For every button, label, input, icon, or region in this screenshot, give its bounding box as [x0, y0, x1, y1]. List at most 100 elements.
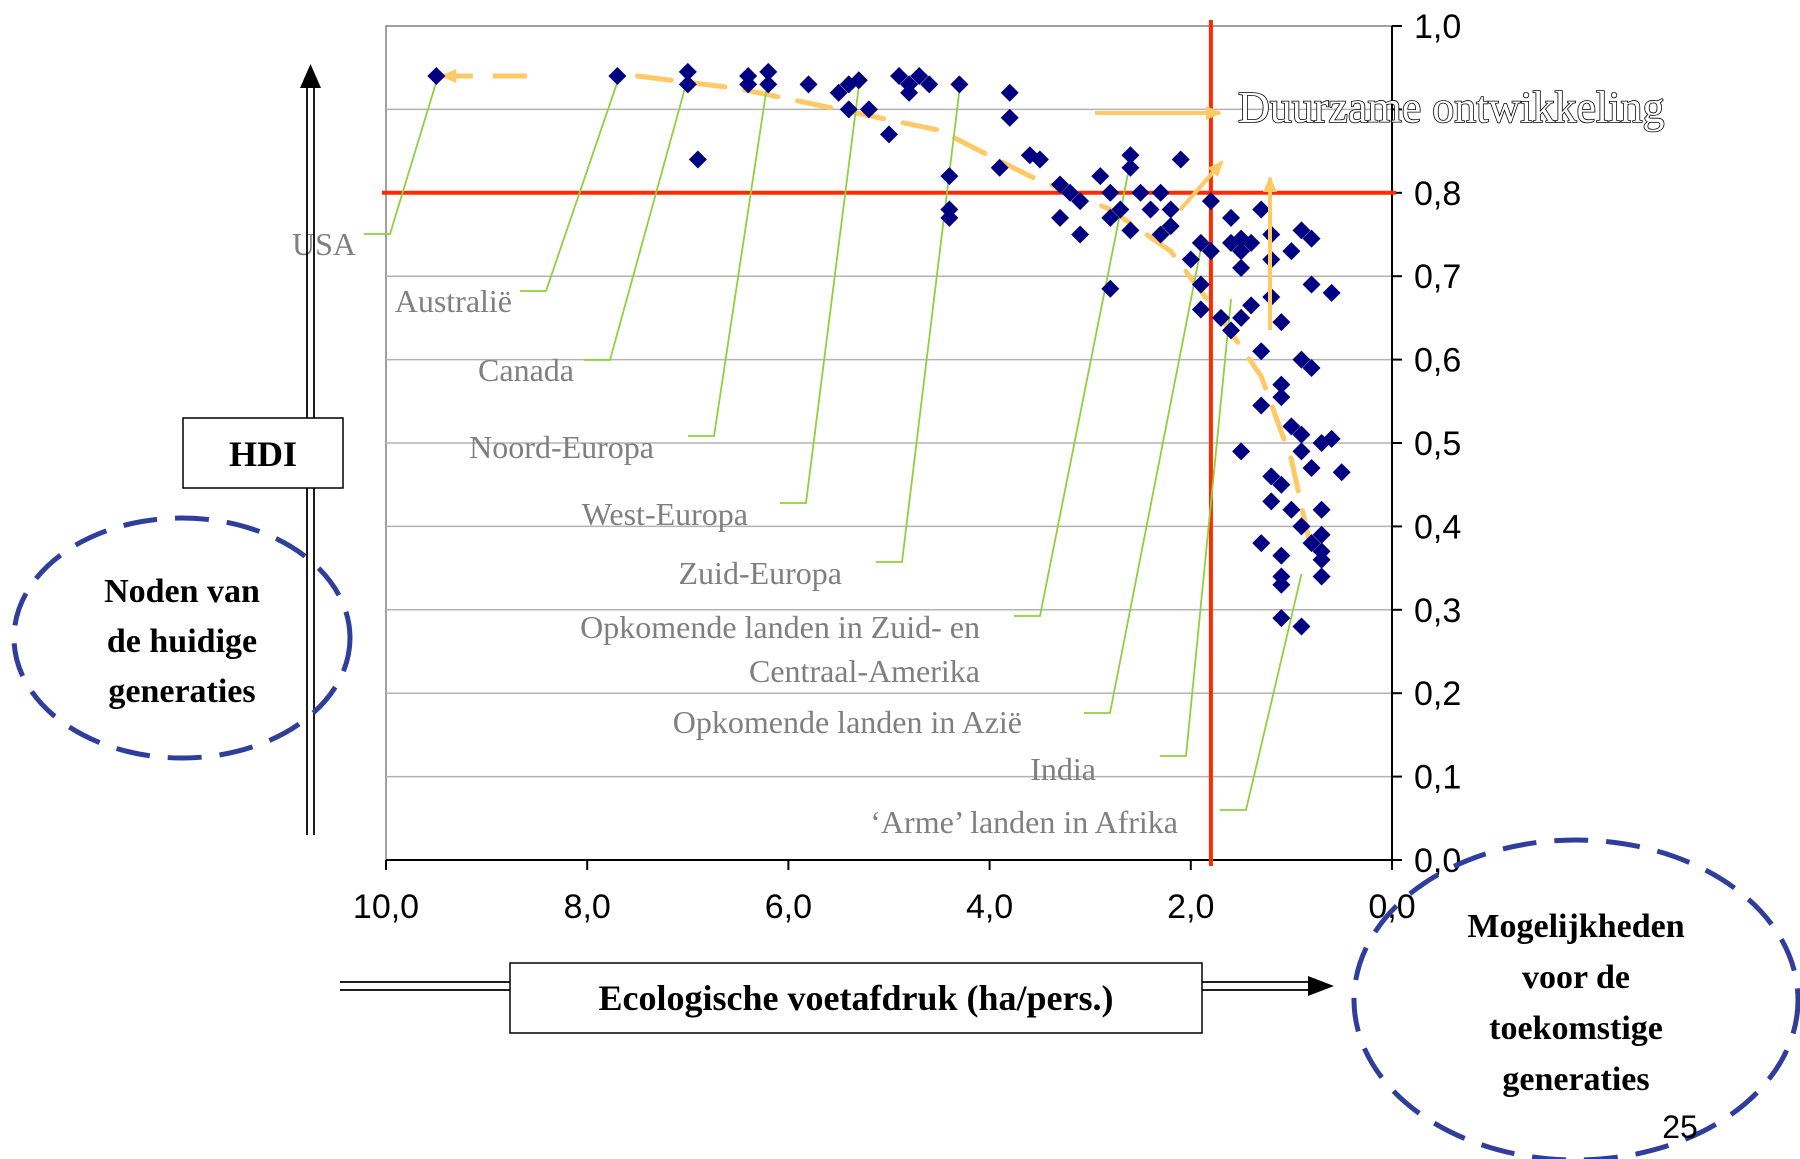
y-tick-label: 0,8: [1414, 175, 1461, 213]
x-axis-ticks: 10,0 8,0 6,0 4,0 2,0 0,0: [353, 860, 1416, 926]
data-point: [1051, 175, 1070, 194]
x-tick-label: 6,0: [765, 888, 812, 926]
data-point: [1091, 167, 1110, 186]
y-tick-label: 0,1: [1414, 759, 1461, 797]
data-point: [1121, 146, 1140, 165]
data-point: [1131, 183, 1150, 202]
leader-line: [1084, 248, 1202, 714]
region-label: Zuid-Europa: [679, 555, 843, 591]
data-point: [1151, 183, 1170, 202]
future-line-4: generaties: [1502, 1061, 1649, 1098]
data-point: [839, 100, 858, 119]
data-point: [1262, 467, 1281, 486]
footprint-label: Ecologische voetafdruk (ha/pers.): [599, 978, 1114, 1018]
data-point: [1101, 183, 1120, 202]
region-label: Canada: [478, 352, 574, 388]
data-point: [1000, 83, 1019, 102]
data-point: [759, 75, 778, 94]
data-point: [1272, 313, 1291, 332]
data-point: [1121, 158, 1140, 177]
data-point: [1282, 417, 1301, 436]
data-point: [940, 167, 959, 186]
sustainable-arrow-up-left: [1178, 160, 1224, 212]
leader-line: [584, 77, 689, 361]
future-line-3: toekomstige: [1489, 1010, 1663, 1047]
data-point: [678, 75, 697, 94]
leader-line: [876, 90, 961, 563]
data-point: [1151, 225, 1170, 244]
region-label: Centraal-Amerika: [749, 653, 980, 689]
data-point: [1272, 575, 1291, 594]
data-point: [829, 83, 848, 102]
data-point: [739, 75, 758, 94]
footprint-arrowhead: [1308, 976, 1334, 996]
data-point: [1242, 233, 1261, 252]
data-point: [900, 83, 919, 102]
data-point: [1272, 546, 1291, 565]
data-point: [1181, 250, 1200, 269]
region-label: Opkomende landen in Zuid- en: [580, 609, 980, 645]
future-line-2: voor de: [1522, 959, 1630, 996]
data-point: [799, 75, 818, 94]
region-label: Noord-Europa: [469, 429, 654, 465]
x-tick-label: 4,0: [966, 888, 1013, 926]
data-point: [1071, 192, 1090, 211]
leader-line: [780, 86, 860, 504]
data-point: [1272, 375, 1291, 394]
region-label: Opkomende landen in Azië: [673, 704, 1022, 740]
data-point: [1302, 358, 1321, 377]
y-tick-label: 0,4: [1414, 508, 1461, 546]
y-tick-label: 0,7: [1414, 258, 1461, 296]
region-label: USA: [292, 226, 356, 262]
y-tick-label: 0,2: [1414, 675, 1461, 713]
data-point: [1101, 208, 1120, 227]
needs-line-2: de huidige: [107, 623, 257, 660]
future-ellipse: [1351, 837, 1800, 1159]
needs-line-3: generaties: [108, 673, 255, 710]
data-point: [1232, 242, 1251, 261]
hdi-label: HDI: [229, 434, 297, 474]
data-point: [1312, 567, 1331, 586]
scatter-points: [427, 62, 1351, 636]
data-point: [1312, 542, 1331, 561]
y-tick-label: 0,0: [1414, 842, 1461, 880]
data-point: [1121, 221, 1140, 240]
data-point: [1272, 388, 1291, 407]
data-point: [880, 125, 898, 144]
data-point: [1282, 242, 1301, 261]
data-point: [608, 67, 627, 86]
data-point: [1071, 225, 1090, 244]
data-point: [1030, 150, 1049, 169]
data-point: [1191, 275, 1210, 294]
x-tick-label: 2,0: [1167, 888, 1214, 926]
data-point: [1252, 534, 1271, 553]
data-point: [1312, 500, 1331, 519]
y-axis-ticks: 0,0 0,1 0,2 0,3 0,4 0,5 0,6 0,7 0,8 1,0: [1392, 8, 1461, 880]
hdi-axis-arrowhead: [300, 64, 321, 88]
region-label: Australië: [395, 283, 512, 319]
data-point: [1222, 208, 1241, 227]
page-number: 25: [1662, 1109, 1698, 1145]
data-point: [1211, 308, 1230, 327]
data-point: [1161, 200, 1180, 219]
data-point: [688, 150, 707, 169]
data-point: [1232, 442, 1251, 461]
data-point: [427, 67, 446, 86]
data-point: [1302, 229, 1321, 248]
region-labels: USA Australië Canada Noord-Europa West-Europ…: [292, 226, 1178, 840]
data-point: [1201, 242, 1220, 261]
data-point: [920, 75, 939, 94]
data-point: [950, 75, 969, 94]
leader-line: [1014, 161, 1132, 617]
x-tick-label: 10,0: [353, 888, 419, 926]
data-point: [1191, 233, 1210, 252]
leader-line: [364, 81, 438, 235]
leader-line: [688, 77, 770, 437]
leader-line: [1220, 573, 1303, 811]
data-point: [940, 208, 959, 227]
data-point: [1322, 429, 1341, 448]
data-point: [1252, 396, 1271, 415]
data-point: [1000, 108, 1019, 127]
data-point: [1302, 534, 1321, 553]
y-tick-label: 1,0: [1414, 8, 1461, 46]
